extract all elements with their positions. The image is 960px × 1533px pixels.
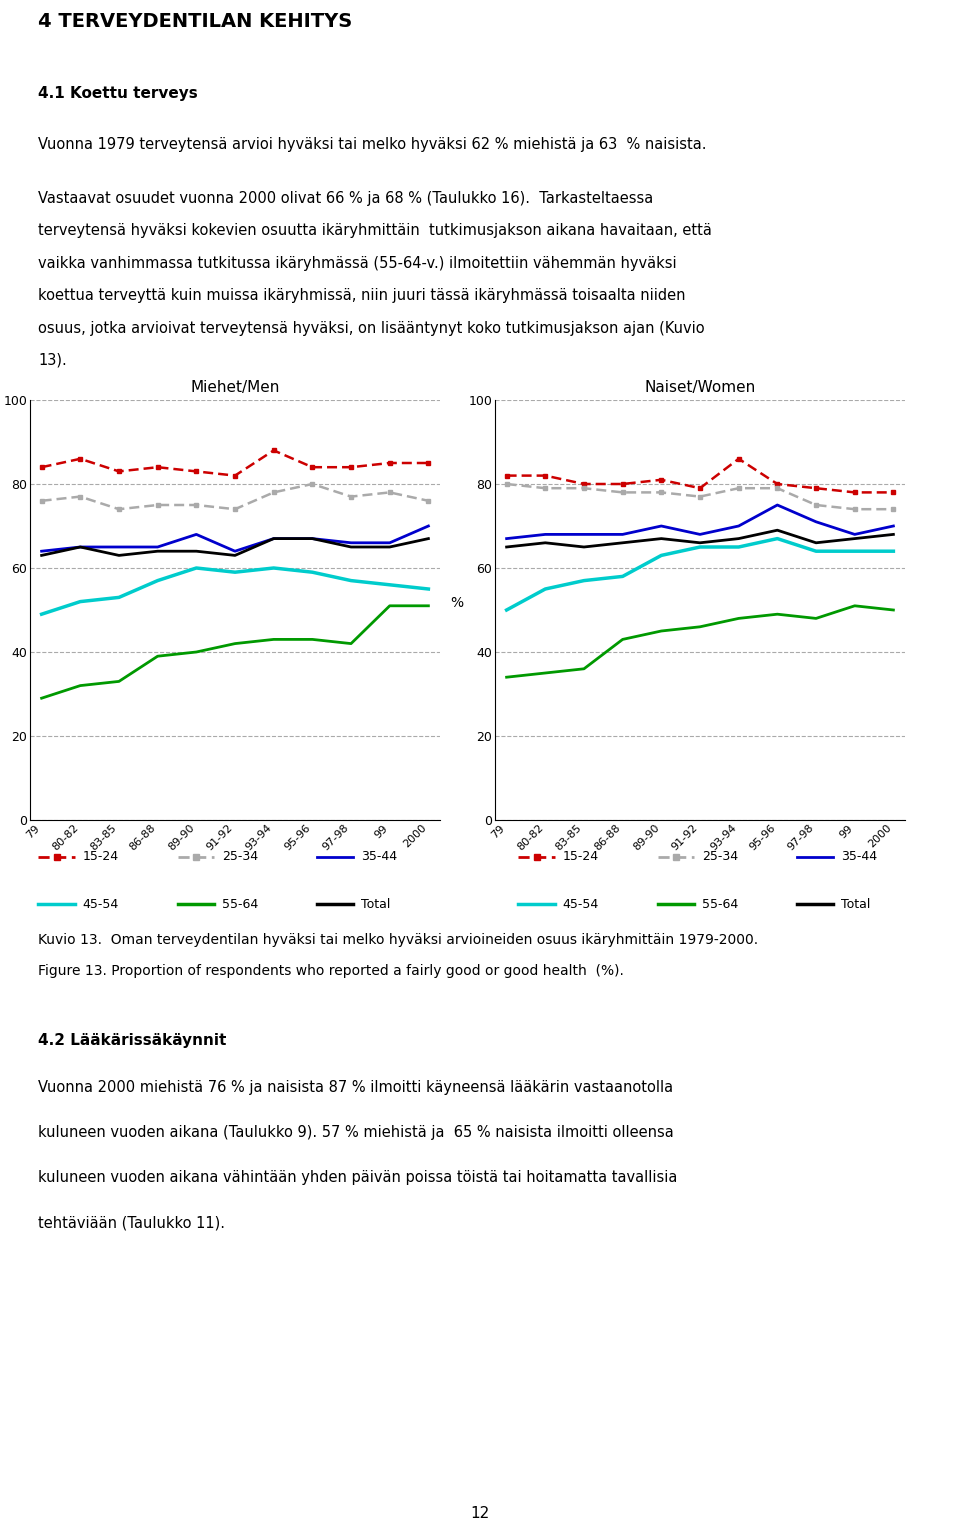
Text: 35-44: 35-44	[841, 851, 877, 863]
Title: Miehet/Men: Miehet/Men	[190, 380, 279, 394]
Text: 25-34: 25-34	[222, 851, 258, 863]
Title: Naiset/Women: Naiset/Women	[644, 380, 756, 394]
Text: koettua terveyttä kuin muissa ikäryhmissä, niin juuri tässä ikäryhmässä toisaalt: koettua terveyttä kuin muissa ikäryhmiss…	[38, 288, 685, 304]
Text: 12: 12	[470, 1505, 490, 1521]
Text: 45-54: 45-54	[83, 898, 119, 911]
Text: 55-64: 55-64	[702, 898, 738, 911]
Text: 55-64: 55-64	[222, 898, 258, 911]
Text: 45-54: 45-54	[563, 898, 599, 911]
Text: Total: Total	[361, 898, 391, 911]
Text: 25-34: 25-34	[702, 851, 738, 863]
Text: vaikka vanhimmassa tutkitussa ikäryhmässä (55-64-v.) ilmoitettiin vähemmän hyväk: vaikka vanhimmassa tutkitussa ikäryhmäss…	[38, 256, 677, 271]
Text: Vastaavat osuudet vuonna 2000 olivat 66 % ja 68 % (Taulukko 16).  Tarkasteltaess: Vastaavat osuudet vuonna 2000 olivat 66 …	[38, 192, 654, 205]
Text: 15-24: 15-24	[83, 851, 119, 863]
Text: 15-24: 15-24	[563, 851, 599, 863]
Text: 35-44: 35-44	[361, 851, 397, 863]
Text: 13).: 13).	[38, 353, 67, 368]
Text: terveytensä hyväksi kokevien osuutta ikäryhmittäin  tutkimusjakson aikana havait: terveytensä hyväksi kokevien osuutta ikä…	[38, 224, 712, 239]
Text: tehtäviään (Taulukko 11).: tehtäviään (Taulukko 11).	[38, 1216, 226, 1229]
Text: Total: Total	[841, 898, 871, 911]
Text: 4.2 Lääkärissäkäynnit: 4.2 Lääkärissäkäynnit	[38, 1033, 227, 1047]
Text: Vuonna 1979 terveytensä arvioi hyväksi tai melko hyväksi 62 % miehistä ja 63  % : Vuonna 1979 terveytensä arvioi hyväksi t…	[38, 136, 707, 152]
Text: osuus, jotka arvioivat terveytensä hyväksi, on lisääntynyt koko tutkimusjakson a: osuus, jotka arvioivat terveytensä hyväk…	[38, 320, 705, 336]
Text: 4.1 Koettu terveys: 4.1 Koettu terveys	[38, 86, 198, 101]
Text: Kuvio 13.  Oman terveydentilan hyväksi tai melko hyväksi arvioineiden osuus ikär: Kuvio 13. Oman terveydentilan hyväksi ta…	[38, 934, 758, 947]
Text: kuluneen vuoden aikana (Taulukko 9). 57 % miehistä ja  65 % naisista ilmoitti ol: kuluneen vuoden aikana (Taulukko 9). 57 …	[38, 1125, 674, 1141]
Text: 4 TERVEYDENTILAN KEHITYS: 4 TERVEYDENTILAN KEHITYS	[38, 12, 352, 31]
Text: kuluneen vuoden aikana vähintään yhden päivän poissa töistä tai hoitamatta taval: kuluneen vuoden aikana vähintään yhden p…	[38, 1170, 678, 1185]
Y-axis label: %: %	[450, 596, 464, 610]
Text: Vuonna 2000 miehistä 76 % ja naisista 87 % ilmoitti käyneensä lääkärin vastaanot: Vuonna 2000 miehistä 76 % ja naisista 87…	[38, 1081, 674, 1095]
Text: Figure 13. Proportion of respondents who reported a fairly good or good health  : Figure 13. Proportion of respondents who…	[38, 964, 624, 978]
